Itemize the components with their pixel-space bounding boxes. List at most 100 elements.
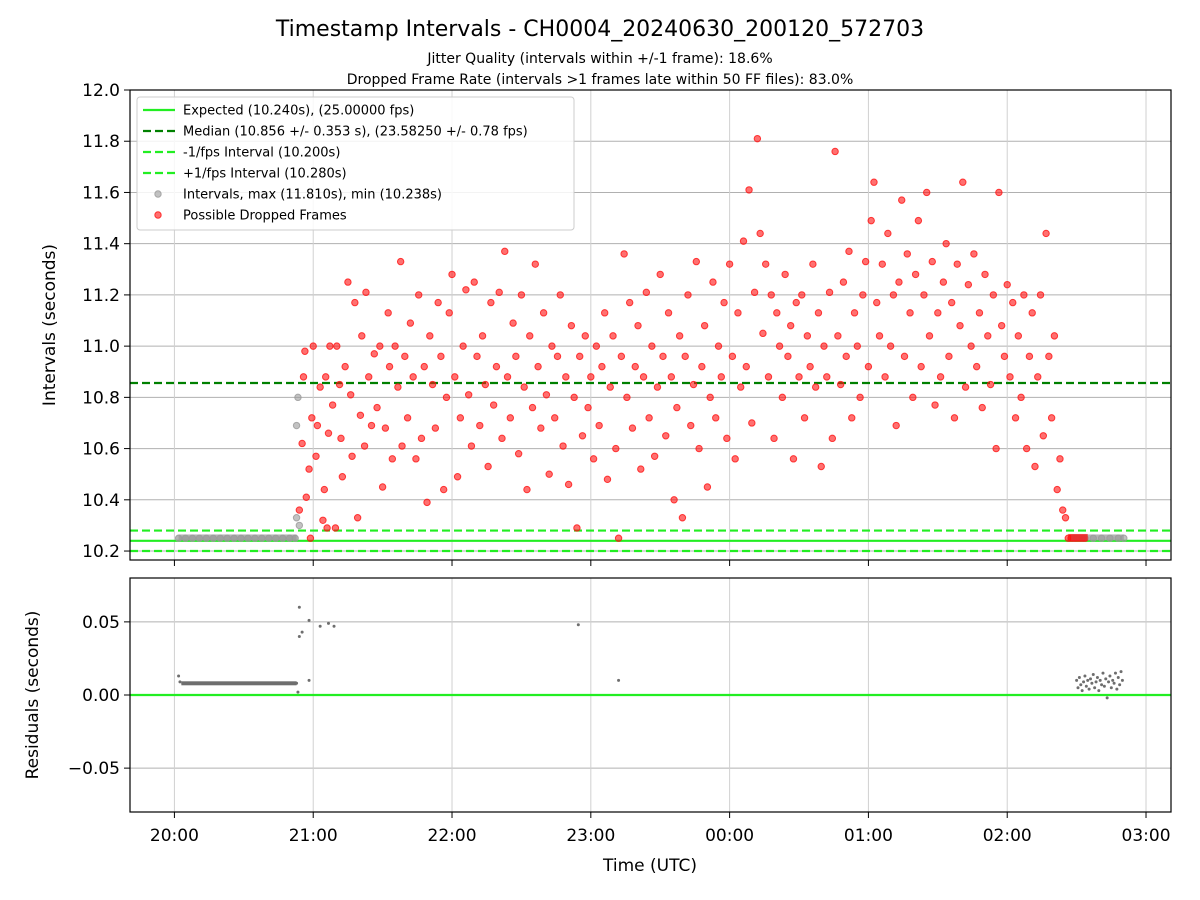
dropped-frame-point [394, 383, 402, 391]
residual-point [1104, 677, 1108, 681]
residual-point [1080, 689, 1084, 693]
dropped-frame-point [664, 309, 673, 317]
dropped-frame-point [388, 455, 397, 463]
dropped-frame-point [542, 391, 551, 399]
dropped-frame-point [344, 278, 352, 286]
dropped-frame-point [417, 434, 426, 443]
dropped-frame-point [792, 298, 800, 307]
dropped-frame-point [370, 350, 378, 358]
dropped-frame-point [1059, 506, 1067, 514]
dropped-frame-point [811, 383, 820, 391]
dropped-frame-point [634, 321, 642, 330]
dropped-frame-point [553, 352, 562, 361]
dropped-frame-point [503, 373, 512, 381]
dropped-frame-point [720, 298, 728, 307]
dropped-frame-point [301, 347, 309, 355]
residual-point [297, 635, 301, 638]
dropped-frame-point [520, 383, 528, 391]
intervals-y-tick-label: 11.4 [82, 235, 120, 255]
dropped-frame-point [773, 309, 781, 317]
residual-point [1111, 678, 1115, 682]
residual-point [1079, 683, 1083, 687]
dropped-frame-point [365, 373, 373, 381]
dropped-frame-point [870, 178, 878, 186]
residual-point [1115, 687, 1119, 691]
dropped-frame-point [487, 298, 495, 307]
dropped-frame-point [706, 393, 714, 402]
dropped-frame-point [1006, 373, 1014, 381]
dropped-frame-point [456, 414, 465, 422]
dropped-frame-point [731, 455, 739, 463]
dropped-frame-point [1061, 514, 1070, 522]
interval-point [292, 514, 301, 522]
dropped-frame-point [967, 342, 975, 350]
residuals-y-axis-label: Residuals (seconds) [23, 611, 43, 780]
dropped-frame-point [573, 524, 581, 532]
dropped-frame-point [556, 291, 564, 299]
residual-point [1102, 684, 1106, 688]
dropped-frame-point [625, 298, 634, 307]
dropped-frame-point [396, 257, 405, 266]
dropped-frame-point [306, 534, 315, 542]
dropped-frame-point [403, 414, 412, 422]
dropped-frame-point [992, 444, 1000, 453]
dropped-frame-point [1003, 280, 1011, 289]
dropped-frame-point [470, 278, 478, 286]
residual-point [1090, 681, 1094, 685]
dropped-frame-point [478, 332, 487, 340]
residual-point [1083, 674, 1087, 678]
residuals-y-ticks: −0.05 0.00 0.05 [68, 613, 130, 779]
dropped-frame-point [581, 332, 589, 340]
dropped-frame-point [512, 352, 520, 361]
dropped-frame-point [320, 485, 329, 494]
dropped-frame-point [567, 321, 576, 330]
residuals-x-tick-label: 22:00 [428, 826, 477, 846]
dropped-frame-point [385, 362, 394, 371]
residuals-x-tick-label: 20:00 [150, 826, 199, 846]
residual-point [1116, 675, 1120, 679]
dropped-frame-point [914, 216, 923, 225]
dropped-frame-point [305, 465, 313, 473]
dropped-frame-point [639, 373, 648, 381]
dropped-frame-point [412, 455, 420, 463]
interval-point [294, 393, 302, 402]
dropped-frame-point [675, 332, 684, 340]
dropped-frame-point [947, 298, 956, 307]
dropped-frame-point [717, 373, 725, 381]
dropped-frame-point [845, 247, 853, 256]
intervals-points [174, 134, 1128, 542]
dropped-frame-point [373, 403, 381, 412]
intervals-y-tick-label: 10.4 [82, 491, 120, 511]
dropped-frame-point [598, 362, 606, 371]
dropped-frame-point [786, 321, 795, 330]
residual-point [1118, 683, 1122, 687]
dropped-frame-point [939, 278, 948, 286]
residual-point [1088, 677, 1092, 681]
residual-point [1098, 678, 1102, 682]
dropped-frame-point [445, 309, 453, 317]
intervals-y-axis-label: Intervals (seconds) [40, 244, 60, 406]
dropped-frame-point [886, 342, 895, 350]
dropped-frame-point [559, 442, 567, 450]
dropped-frame-point [825, 288, 834, 297]
dropped-frame-point [453, 473, 462, 481]
dropped-frame-point [1000, 352, 1009, 361]
legend-label: +1/fps Interval (10.280s) [183, 167, 347, 182]
interval-baseline-band [178, 534, 297, 541]
dropped-frame-point [495, 288, 503, 297]
legend-marker-swatch [154, 211, 162, 219]
dropped-frame-point [1039, 432, 1048, 440]
residual-point [1086, 678, 1090, 682]
residuals-x-tick-label: 03:00 [1122, 826, 1171, 846]
legend: Expected (10.240s), (25.00000 fps) Median… [136, 96, 575, 231]
intervals-y-tick-label: 12.0 [82, 81, 120, 101]
dropped-frame-point [401, 352, 409, 361]
dropped-frame-point [584, 403, 592, 412]
dropped-frame-point [881, 373, 889, 381]
dropped-frame-point [298, 439, 306, 448]
dropped-frame-point [1036, 291, 1045, 299]
residual-point [326, 621, 330, 625]
residual-point [1075, 678, 1079, 682]
dropped-frame-point [997, 321, 1006, 330]
residual-point [1105, 696, 1109, 700]
